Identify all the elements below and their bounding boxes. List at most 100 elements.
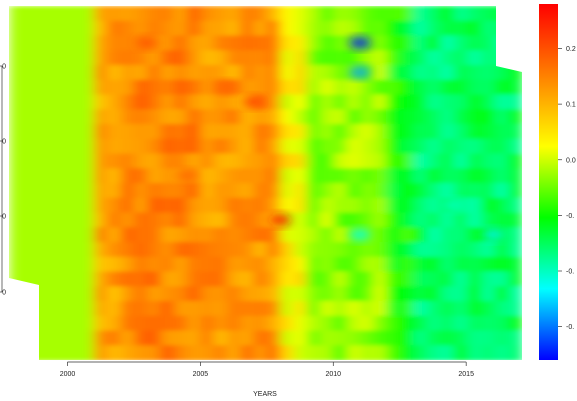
heatmap-cell	[508, 183, 522, 199]
heatmap-cell	[65, 256, 81, 273]
heatmap-cell	[200, 212, 215, 229]
heatmap-cell	[65, 109, 81, 126]
heatmap-cell	[173, 212, 189, 229]
heatmap-cell	[359, 315, 375, 332]
heatmap-cell	[23, 50, 39, 67]
heatmap-cell	[386, 286, 401, 303]
heatmap-cell	[453, 79, 469, 96]
heatmap-cell	[253, 138, 268, 155]
heatmap-cell	[386, 256, 401, 273]
heatmap-cell	[346, 20, 361, 37]
heatmap-cell	[227, 315, 242, 332]
heatmap-cell	[440, 20, 455, 37]
heatmap-cell	[227, 227, 242, 244]
heatmap-cell	[240, 35, 255, 52]
heatmap-cell	[120, 330, 135, 347]
heatmap-cell	[266, 271, 282, 288]
heatmap-cell	[413, 242, 428, 258]
heatmap-cell	[508, 286, 522, 303]
heatmap-cell	[160, 138, 175, 155]
heatmap-cell	[373, 6, 388, 22]
heatmap-cell	[386, 197, 401, 214]
heatmap-cell	[494, 301, 510, 317]
heatmap-cell	[120, 256, 135, 273]
x-axis: 2000 2005 2010 2015	[60, 361, 474, 378]
heatmap-cell	[494, 330, 510, 347]
heatmap-cell	[147, 20, 162, 37]
heatmap-cell	[426, 286, 442, 303]
heatmap-cell	[173, 79, 189, 96]
heatmap-spots	[136, 37, 504, 240]
heatmap-cell	[293, 345, 308, 360]
heatmap-cell	[51, 286, 67, 303]
heatmap-cell	[453, 227, 469, 244]
heatmap-cell	[253, 6, 268, 22]
heatmap-cell	[440, 330, 455, 347]
heatmap-cell	[508, 345, 522, 360]
heatmap-cell	[147, 50, 162, 67]
heatmap-cell	[280, 345, 295, 360]
heatmap-cell	[306, 124, 321, 140]
heatmap-cell	[266, 153, 282, 170]
heatmap-cell	[65, 65, 81, 81]
heatmap-cell	[494, 256, 510, 273]
heatmap-cell	[9, 212, 25, 229]
heatmap-cell	[467, 79, 483, 96]
heatmap-cell	[280, 50, 295, 67]
heatmap-cell	[359, 197, 375, 214]
heatmap-cell	[253, 330, 268, 347]
heatmap-cell	[227, 50, 242, 67]
heatmap-cell	[37, 153, 53, 170]
heatmap-cell	[9, 35, 25, 52]
heatmap-cell	[320, 345, 335, 360]
heatmap-cell	[399, 301, 414, 317]
heatmap-cell	[413, 330, 428, 347]
heatmap-cell	[481, 345, 496, 360]
heatmap-cell	[51, 109, 67, 126]
heatmap-cell	[160, 286, 175, 303]
colorbar-gradient	[539, 4, 558, 360]
heatmap-cell	[467, 6, 483, 22]
heatmap-cell	[373, 50, 388, 67]
heatmap-cell	[373, 79, 388, 96]
heatmap-cell	[133, 212, 149, 229]
heatmap-cell	[213, 138, 228, 155]
heatmap-cell	[508, 242, 522, 258]
heatmap-cell	[306, 183, 321, 199]
heatmap-cell	[65, 50, 81, 67]
heatmap-cell	[133, 50, 149, 67]
heatmap-cell	[481, 301, 496, 317]
heatmap-cell	[213, 183, 228, 199]
heatmap-cell	[51, 35, 67, 52]
heatmap-cell	[94, 330, 109, 347]
heatmap-cell	[386, 242, 401, 258]
heatmap-cell	[293, 183, 308, 199]
heatmap-cell	[94, 109, 109, 126]
heatmap-cell	[293, 65, 308, 81]
heatmap-cell	[23, 65, 39, 81]
heatmap-cell	[346, 109, 361, 126]
heatmap-cell	[399, 138, 414, 155]
heatmap-cell	[200, 286, 215, 303]
heatmap-spot	[269, 214, 292, 225]
heatmap-cell	[453, 94, 469, 111]
heatmap-cell	[107, 6, 122, 22]
heatmap-cell	[147, 212, 162, 229]
heatmap-cell	[65, 212, 81, 229]
heatmap-cell	[173, 330, 189, 347]
heatmap-cell	[173, 153, 189, 170]
heatmap-cell	[440, 242, 455, 258]
missing-data-top-right	[496, 6, 522, 72]
heatmap-cell	[65, 315, 81, 332]
heatmap-cell	[147, 301, 162, 317]
heatmap-cell	[386, 301, 401, 317]
heatmap-cell	[240, 212, 255, 229]
heatmap-cell	[293, 256, 308, 273]
heatmap-cell	[227, 20, 242, 37]
heatmap-cell	[200, 153, 215, 170]
heatmap-cell	[320, 79, 335, 96]
heatmap-cell	[280, 286, 295, 303]
heatmap-cell	[120, 286, 135, 303]
heatmap-cell	[160, 345, 175, 360]
heatmap-cell	[386, 330, 401, 347]
